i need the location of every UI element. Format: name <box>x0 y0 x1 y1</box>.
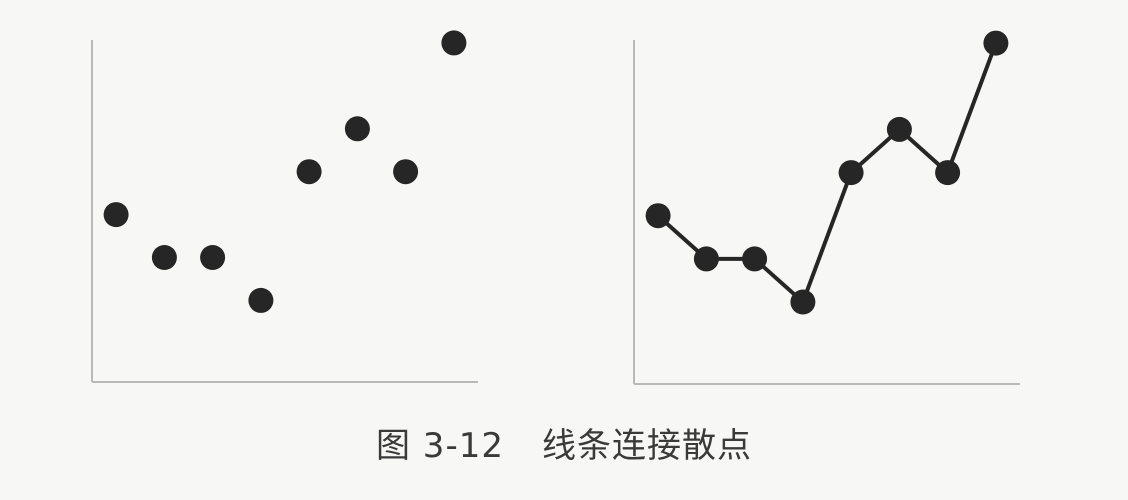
caption-title: 线条连接散点 <box>541 426 752 466</box>
left-data-point-1 <box>103 202 129 228</box>
right-data-point-7 <box>935 160 961 186</box>
right-data-point-8 <box>983 30 1009 56</box>
left-data-point-5 <box>296 159 322 185</box>
charts-area <box>91 30 1020 385</box>
right-data-point-4 <box>790 289 816 315</box>
connected-scatter-panel <box>633 30 1020 385</box>
right-data-point-6 <box>886 116 912 142</box>
right-data-point-5 <box>838 160 864 186</box>
figure-caption: 图 3-12 线条连接散点 <box>0 418 1128 467</box>
left-data-point-2 <box>151 245 177 270</box>
left-data-point-8 <box>441 30 467 56</box>
left-data-point-4 <box>248 287 274 313</box>
left-data-point-6 <box>344 116 370 142</box>
right-data-point-3 <box>742 246 768 272</box>
right-data-point-1 <box>645 203 671 229</box>
caption-figure-number: 图 3-12 <box>376 426 504 466</box>
left-data-point-3 <box>200 245 226 270</box>
scatter-panel <box>91 30 478 383</box>
right-data-point-2 <box>693 246 719 272</box>
left-data-point-7 <box>393 159 419 185</box>
